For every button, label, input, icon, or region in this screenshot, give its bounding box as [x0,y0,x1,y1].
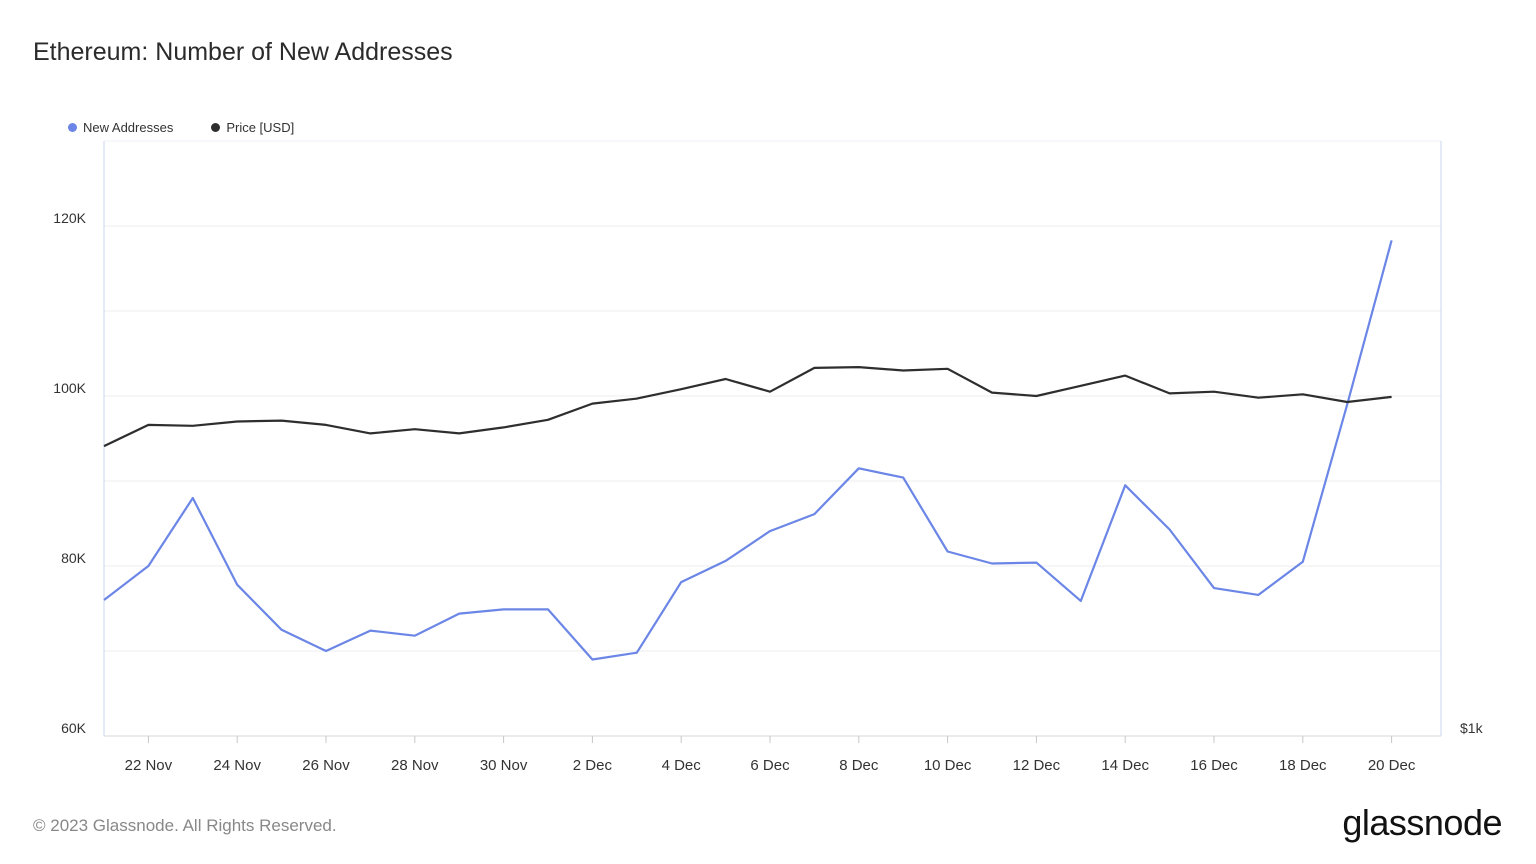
series-line-new-addresses [103,240,1393,661]
x-tick-label: 14 Dec [1101,757,1149,774]
x-tick-label: 6 Dec [750,757,790,774]
x-tick-label: 26 Nov [302,757,350,774]
x-tick-label: 2 Dec [573,757,613,774]
series-line-price [103,366,1392,448]
x-tick-label: 16 Dec [1190,757,1238,774]
legend-label-new-addresses: New Addresses [83,120,174,135]
legend: New Addresses Price [USD] [68,120,294,135]
x-tick-label: 10 Dec [924,757,972,774]
x-tick-label: 8 Dec [839,757,879,774]
glassnode-logo: glassnode [1342,802,1502,843]
chart-title: Ethereum: Number of New Addresses [33,38,453,66]
legend-item-price[interactable]: Price [USD] [211,120,294,135]
x-tick-label: 4 Dec [662,757,702,774]
x-tick-label: 30 Nov [480,757,528,774]
y-tick-label: 100K [53,380,86,396]
x-tick-label: 20 Dec [1368,757,1416,774]
x-tick-label: 28 Nov [391,757,439,774]
legend-item-new-addresses[interactable]: New Addresses [68,120,173,135]
legend-dot-new-addresses [68,123,77,132]
legend-dot-price [211,123,221,132]
x-tick-label: 12 Dec [1013,757,1061,774]
copyright-footer: © 2023 Glassnode. All Rights Reserved. [33,816,337,835]
y-right-tick-label: $1k [1460,720,1484,736]
legend-label-price: Price [USD] [226,120,295,135]
y-tick-label: 120K [53,210,86,226]
x-tick-label: 18 Dec [1279,757,1327,774]
y-tick-label: 60K [61,720,87,736]
x-tick-label: 24 Nov [213,757,261,774]
x-tick-label: 22 Nov [125,757,173,774]
y-tick-label: 80K [61,550,87,566]
